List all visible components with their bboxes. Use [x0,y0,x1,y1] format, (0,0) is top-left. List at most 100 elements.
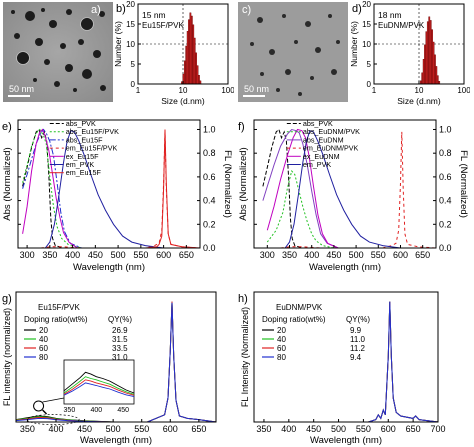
legend-label: 40 [277,335,286,344]
legend-label: 80 [277,353,286,362]
y-tick-label-right: 0.2 [439,219,452,229]
x-tick-label: 500 [111,250,126,260]
series-line [262,128,339,249]
inset-series-line [63,379,135,396]
histogram-bar [428,16,431,85]
tem-micrograph [238,2,348,102]
tem-image-eu15f: a) 50 nm [3,2,113,102]
inset-series-line [63,371,135,394]
size-histogram-chart: 1 10 100 0 5 10 15 20 Size (d.nm) Number (%) b) 15 … [113,0,235,106]
panel-letter: d) [352,3,362,15]
histogram-bar [434,54,436,85]
histogram-bar [424,44,426,85]
histogram-bar [429,20,432,85]
panel-letter: b) [116,3,126,15]
table-header-left: Doping ratio(wt%) [24,315,88,324]
sample-label: Eu15F/PVK [38,303,80,312]
series-line [15,302,217,423]
x-tick-label: 10 [415,86,424,95]
legend-label: abs_PVK [303,119,333,128]
histogram-bar [192,24,195,85]
histogram-bar [193,37,196,85]
x-tick-label: 500 [349,250,364,260]
x-tick-label: 600 [393,250,408,260]
x-tick-label: 550 [133,250,148,260]
histogram-panel-d: 1 10 100 0 5 10 15 20 Size (d.nm) Number (%) d) 18 … [348,0,471,117]
fl-panel-g: 350 400 450 500 550 600 650 Wavelength (nm) FL i… [0,286,236,447]
plot-frame [17,119,201,249]
x-tick-label: 300 [260,250,275,260]
series-line [280,131,437,249]
series-line [22,128,82,249]
y-tick-label-right: 1.0 [203,124,216,134]
qy-value: 11.0 [350,335,366,344]
x-tick-label: 350 [20,424,35,434]
x-tick-label: 350 [42,250,57,260]
series-line [266,128,339,249]
legend-label: 20 [277,326,286,335]
inset-x-tick-label: 350 [64,407,76,414]
y-tick-label: 20 [126,0,135,9]
series-line [22,128,82,249]
x-tick-label: 350 [282,250,297,260]
histogram-panel-b: 1 10 100 0 5 10 15 20 Size (d.nm) Number (%) b) 15 … [112,0,235,117]
inset-series-line [63,382,135,397]
y-tick-label: 10 [126,40,135,49]
x-tick-label: 650 [191,424,206,434]
legend-label: abs_EuDNM/PVK [303,127,360,136]
scale-bar-label: 50 nm [244,84,270,94]
x-axis-label: Wavelength (nm) [309,262,381,273]
inset-x-tick-label: 400 [90,407,102,414]
panel-letter: e) [2,121,12,133]
qy-value: 11.2 [350,344,366,353]
legend-label: em_EuDNM/PVK [303,144,359,153]
x-tick-label: 300 [20,250,35,260]
x-axis-label: Size (d.nm) [161,96,205,106]
legend-label: abs_PVK [66,119,96,128]
x-tick-label: 600 [381,424,396,434]
y-tick-label-right: 1.0 [439,124,452,134]
spectra-chart: 300 350 400 450 500 550 600 650 0.0 0.2 0.4 0.6 0.8 1… [2,119,233,273]
panel-letter-c: c) [242,4,252,16]
legend-label: 60 [39,344,48,353]
histogram-bar [195,52,197,85]
x-tick-label: 100 [221,86,234,95]
table-header-left: Doping ratio(wt%) [262,315,326,324]
x-axis-label: Size (d.nm) [397,96,441,106]
series-line [22,128,64,249]
y-tick-label-right: 0.8 [203,148,216,158]
y-tick-label: 0 [367,80,372,89]
y-tick-label-right: 0.8 [439,148,452,158]
fl-intensity-chart: 350 400 450 500 550 600 650 700 Wavelength (nm) F… [238,291,446,446]
x-tick-label: 700 [430,424,445,434]
size-label: 18 nm [378,10,402,20]
x-tick-label: 100 [457,86,470,95]
size-histogram-chart: 1 10 100 0 5 10 15 20 Size (d.nm) Number (%) d) 18 … [349,0,471,106]
sample-label: Eu15F/PVK [142,21,184,30]
legend-label: em_PVK [66,160,95,169]
series-line [44,130,164,249]
histogram-bar [431,29,433,85]
x-tick-label: 550 [371,250,386,260]
y-tick-label: 15 [362,20,371,29]
qy-value: 31.5 [112,335,128,344]
x-tick-label: 600 [156,250,171,260]
plot-frame [15,291,217,423]
y-tick-label: 0 [131,80,136,89]
legend-label: abs_Eu15F/PVK [66,127,119,136]
y-tick-label-right: 0.6 [439,172,452,182]
y-axis-label-right: FL (Normalized) [458,150,469,218]
x-tick-label: 400 [304,250,319,260]
qy-value: 33.5 [112,344,128,353]
fl-intensity-chart: 350 400 450 500 550 600 650 Wavelength (nm) FL i… [2,291,217,446]
histogram-bar [189,12,192,85]
qy-value: 26.9 [112,326,128,335]
qy-value: 9.9 [350,326,362,335]
x-tick-label: 450 [77,424,92,434]
x-tick-label: 1 [136,86,141,95]
histogram-bar [432,41,435,85]
y-axis-label-left: Abs (Normalized) [238,147,249,220]
scale-bar [8,95,30,97]
x-tick-label: 550 [356,424,371,434]
panel-letter: g) [2,293,12,305]
